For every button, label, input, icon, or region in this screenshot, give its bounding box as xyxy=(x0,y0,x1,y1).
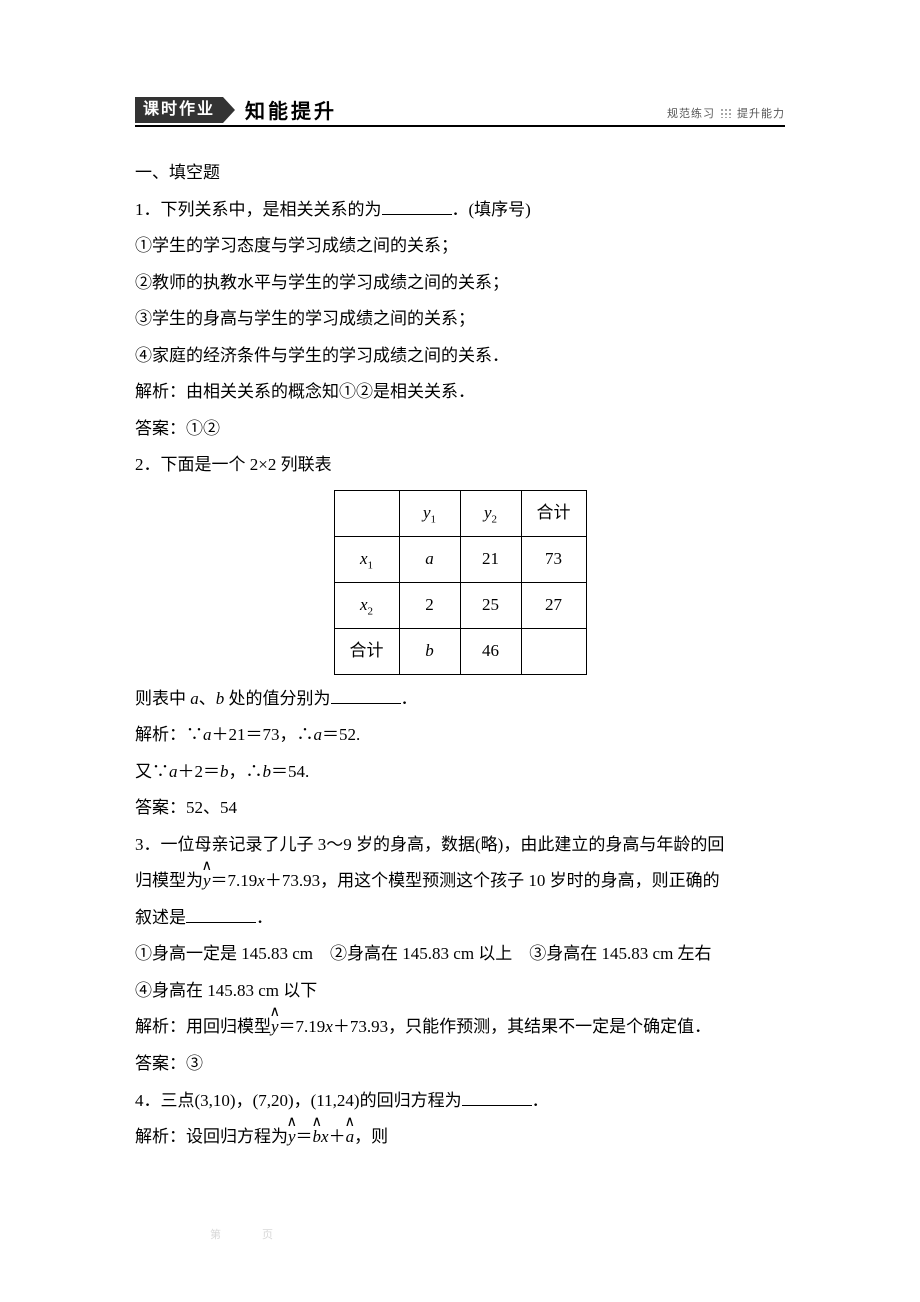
q3-solution: 解析：用回归模型∧y＝7.19x＋73.93，只能作预测，其结果不一定是个确定值… xyxy=(135,1009,785,1046)
table-cell: 合计 xyxy=(521,490,586,536)
table-cell: 46 xyxy=(460,629,521,675)
table-cell: 25 xyxy=(460,582,521,628)
table-cell: a xyxy=(399,536,460,582)
table-row: 合计 b 46 xyxy=(334,629,586,675)
q2-tail: 则表中 a、b 处的值分别为 ． xyxy=(135,681,785,718)
var-a: a xyxy=(190,689,199,708)
q4-sol-c: ＋ xyxy=(329,1127,346,1146)
table-cell: 73 xyxy=(521,536,586,582)
header-title: 知能提升 xyxy=(241,95,341,125)
hat-icon: ∧ xyxy=(345,1107,356,1138)
q2-sol2: 又∵a＋2＝b，∴b＝54. xyxy=(135,754,785,791)
q1-opt1: ①学生的学习态度与学习成绩之间的关系； xyxy=(135,228,785,265)
table-cell: 2 xyxy=(399,582,460,628)
contingency-table: y1 y2 合计 x1 a 21 73 x2 2 25 27 合计 b 46 xyxy=(334,490,587,675)
dot-grid-icon xyxy=(720,108,732,118)
header-right-a: 规范练习 xyxy=(667,105,715,121)
q3-line2-a: 归模型为 xyxy=(135,871,203,890)
hat-icon: ∧ xyxy=(312,1107,323,1138)
q1-stem: 1．下列关系中，是相关关系的为 ．(填序号) xyxy=(135,192,785,229)
q4-sol-d: ，则 xyxy=(354,1127,388,1146)
table-cell: x2 xyxy=(334,582,399,628)
q2-tail-b: 、 xyxy=(199,689,216,708)
q1-opt4: ④家庭的经济条件与学生的学习成绩之间的关系． xyxy=(135,338,785,375)
header-right-group: 规范练习 提升能力 xyxy=(667,105,785,125)
hat-icon: ∧ xyxy=(201,851,212,882)
blank-line xyxy=(462,1088,532,1106)
q4-stem-a: 4．三点(3,10)，(7,20)，(11,24)的回归方程为 xyxy=(135,1091,462,1110)
arrow-right-icon xyxy=(223,97,235,123)
q2-sol1: 解析：∵a＋21＝73，∴a＝52. xyxy=(135,717,785,754)
a-hat: ∧a xyxy=(346,1119,355,1156)
blank-line xyxy=(186,905,256,923)
table-cell: 21 xyxy=(460,536,521,582)
blank-line xyxy=(331,686,401,704)
q2-tail-e: ． xyxy=(401,689,418,708)
header-right-b: 提升能力 xyxy=(737,105,785,121)
q3-line3-c: ． xyxy=(256,908,273,927)
table-cell: b xyxy=(399,629,460,675)
table-cell: 合计 xyxy=(334,629,399,675)
q4-sol-a: 解析：设回归方程为 xyxy=(135,1127,288,1146)
table-cell: x1 xyxy=(334,536,399,582)
q2-answer: 答案：52、54 xyxy=(135,790,785,827)
q2-stem: 2．下面是一个 2×2 列联表 xyxy=(135,447,785,484)
q3-line3-a: 叙述是 xyxy=(135,908,186,927)
page-container: 课时作业 知能提升 规范练习 提升能力 一、填空题 1．下列关系中，是相关关系的… xyxy=(0,0,920,1302)
q3-opts: ①身高一定是 145.83 cm ②身高在 145.83 cm 以上 ③身高在 … xyxy=(135,936,785,973)
hat-icon: ∧ xyxy=(269,997,280,1028)
q3-answer: 答案：③ xyxy=(135,1046,785,1083)
var-b: b xyxy=(216,689,225,708)
q3-sol-a: 解析：用回归模型 xyxy=(135,1017,271,1036)
q3-opt4: ④身高在 145.83 cm 以下 xyxy=(135,973,785,1010)
table-row: x1 a 21 73 xyxy=(334,536,586,582)
q1-stem-c: ．(填序号) xyxy=(452,200,531,219)
q1-opt3: ③学生的身高与学生的学习成绩之间的关系； xyxy=(135,301,785,338)
q3-line2-b: ＝7.19x＋73.93，用这个模型预测这个孩子 10 岁时的身高，则正确的 xyxy=(211,871,720,890)
hat-icon: ∧ xyxy=(286,1107,297,1138)
watermark-right xyxy=(647,1226,725,1242)
y-hat: ∧y xyxy=(271,1009,279,1046)
q3-line1: 3．一位母亲记录了儿子 3～9 岁的身高，数据(略)，由此建立的身高与年龄的回 xyxy=(135,827,785,864)
header-bar: 课时作业 知能提升 规范练习 提升能力 xyxy=(135,95,785,127)
q2-tail-a: 则表中 xyxy=(135,689,190,708)
q4-sol-b: ＝ xyxy=(296,1127,313,1146)
header-badge: 课时作业 xyxy=(135,97,223,122)
header-left-group: 课时作业 知能提升 xyxy=(135,95,341,125)
y-hat: ∧y xyxy=(203,863,211,900)
y-hat: ∧y xyxy=(288,1119,296,1156)
table-cell xyxy=(521,629,586,675)
q3-sol-b: ＝7.19x＋73.93，只能作预测，其结果不一定是个确定值． xyxy=(279,1017,712,1036)
table-cell: y2 xyxy=(460,490,521,536)
table-cell: y1 xyxy=(399,490,460,536)
q2-tail-c: 处的值分别为 xyxy=(224,689,330,708)
table-cell: 27 xyxy=(521,582,586,628)
q1-opt2: ②教师的执教水平与学生的学习成绩之间的关系； xyxy=(135,265,785,302)
q4-solution: 解析：设回归方程为∧y＝∧bx＋∧a，则 xyxy=(135,1119,785,1156)
q3-line3: 叙述是 ． xyxy=(135,900,785,937)
q1-stem-a: 1．下列关系中，是相关关系的为 xyxy=(135,200,382,219)
q4-stem-c: ． xyxy=(532,1091,549,1110)
blank-line xyxy=(382,197,452,215)
watermark-left: 第 页 xyxy=(210,1226,275,1242)
q1-solution: 解析：由相关关系的概念知①②是相关关系． xyxy=(135,374,785,411)
q1-answer: 答案：①② xyxy=(135,411,785,448)
table-row: y1 y2 合计 xyxy=(334,490,586,536)
x-var: x xyxy=(321,1127,329,1146)
content-body: 一、填空题 1．下列关系中，是相关关系的为 ．(填序号) ①学生的学习态度与学习成… xyxy=(135,155,785,1156)
table-cell xyxy=(334,490,399,536)
q4-stem: 4．三点(3,10)，(7,20)，(11,24)的回归方程为 ． xyxy=(135,1083,785,1120)
section-heading: 一、填空题 xyxy=(135,155,785,192)
q3-line2: 归模型为∧y＝7.19x＋73.93，用这个模型预测这个孩子 10 岁时的身高，… xyxy=(135,863,785,900)
b-hat: ∧b xyxy=(313,1119,322,1156)
table-row: x2 2 25 27 xyxy=(334,582,586,628)
